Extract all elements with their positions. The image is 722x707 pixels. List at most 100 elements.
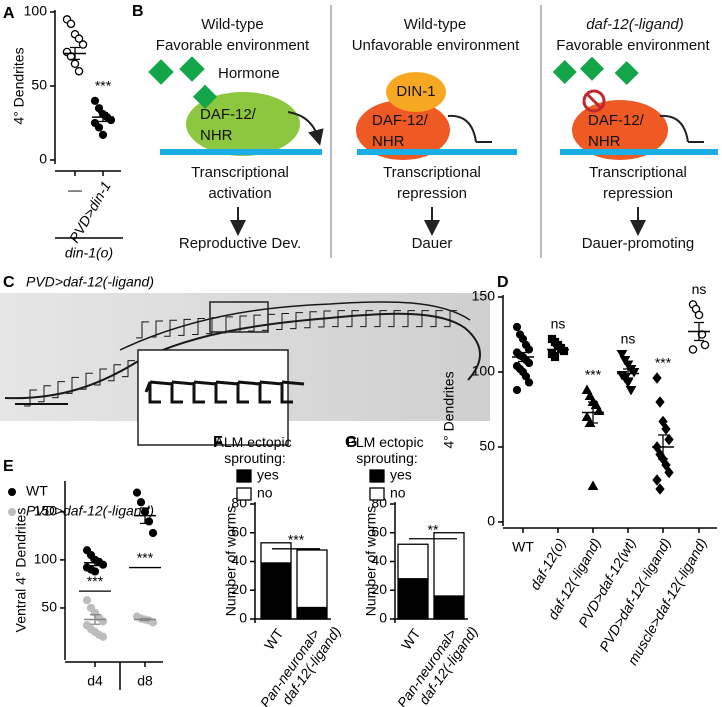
point xyxy=(664,433,674,446)
legend-label: PVD>daf-12(-ligand) xyxy=(26,503,154,519)
error-bar xyxy=(140,507,150,525)
zoom-box xyxy=(209,301,269,333)
point xyxy=(581,384,593,394)
y-tick-label: 60 xyxy=(371,523,387,539)
x-tick-label: WT xyxy=(398,625,424,652)
point xyxy=(652,474,662,486)
y-tick-label: 0 xyxy=(39,151,47,167)
inset-dendrites xyxy=(144,380,305,404)
point xyxy=(688,345,698,354)
annotation: *** xyxy=(87,573,104,589)
heading: Wild-type xyxy=(403,16,467,33)
annotation: *** xyxy=(585,367,602,383)
error-bar xyxy=(623,368,633,379)
legend-swatch xyxy=(369,487,385,501)
y-tick-label: 50 xyxy=(41,599,57,615)
point xyxy=(652,372,662,384)
bar-segment xyxy=(433,595,465,620)
effect: Transcriptional repression xyxy=(589,164,687,202)
bar-segment xyxy=(397,543,429,580)
annotation: *** xyxy=(655,355,672,371)
heading: Wild-type xyxy=(201,16,264,33)
annotation: ns xyxy=(551,316,566,332)
point xyxy=(70,59,80,69)
x-tick-label: WT xyxy=(261,625,287,652)
outcome: Dauer-promoting xyxy=(581,235,695,252)
x-tick-label: Pan-neuronal>daf-12(-ligand) xyxy=(256,614,343,707)
error-bar xyxy=(553,345,563,354)
y-tick-label: 0 xyxy=(239,610,247,626)
y-axis-label: 4° Dendrites xyxy=(441,371,457,448)
legend-label: no xyxy=(390,485,406,501)
line: PLM ectopic xyxy=(347,434,428,450)
column-2-graphics xyxy=(356,72,517,236)
condition: Unfavorable environment xyxy=(351,37,520,54)
point xyxy=(66,19,76,29)
y-tick-label: 100 xyxy=(34,551,58,567)
outcome: Dauer xyxy=(411,235,453,252)
point xyxy=(74,34,84,43)
error-bar xyxy=(90,559,100,567)
point xyxy=(524,345,534,354)
point xyxy=(98,130,108,139)
error-bar xyxy=(694,321,704,342)
receptor-label: DAF-12/ NHR xyxy=(588,112,644,150)
point xyxy=(590,399,602,409)
y-tick-label: 100 xyxy=(472,363,496,379)
receptor-label: DAF-12/ NHR xyxy=(372,112,428,150)
error-bar xyxy=(98,111,108,123)
legend-label: WT xyxy=(26,483,48,499)
annotation: *** xyxy=(288,532,305,548)
error-bar xyxy=(140,617,150,622)
legend-label: yes xyxy=(257,467,279,483)
x-tick-label: WT xyxy=(512,539,534,555)
bar-segment xyxy=(260,562,292,620)
y-tick-label: 50 xyxy=(479,438,495,454)
point xyxy=(90,96,100,105)
panel-label: D xyxy=(497,274,509,291)
line: sprouting: xyxy=(356,450,417,466)
point xyxy=(94,104,104,113)
y-tick-label: 150 xyxy=(34,503,58,519)
error-bar xyxy=(658,434,668,460)
point xyxy=(90,567,100,576)
legend-label: yes xyxy=(390,467,412,483)
annotation: *** xyxy=(95,78,112,94)
point xyxy=(78,40,88,49)
error-bar xyxy=(70,46,80,61)
panel-label: C xyxy=(3,274,15,291)
point xyxy=(550,352,560,362)
bar-segment xyxy=(296,606,328,620)
point xyxy=(74,66,84,76)
point xyxy=(559,346,569,356)
point xyxy=(658,415,668,428)
point xyxy=(661,423,671,435)
point xyxy=(664,466,674,479)
point xyxy=(98,632,108,641)
legend-label: no xyxy=(257,485,273,501)
bar-segment xyxy=(433,532,465,597)
y-tick-label: 150 xyxy=(472,288,496,304)
chart-title: ALM ectopic sprouting: xyxy=(215,434,296,466)
bar-segment xyxy=(296,549,328,609)
cofactor-label: DIN-1 xyxy=(396,83,436,100)
point xyxy=(148,528,158,538)
point xyxy=(512,385,522,395)
point xyxy=(655,483,665,495)
error-bar xyxy=(518,351,528,363)
point xyxy=(655,396,665,408)
y-tick-label: 20 xyxy=(231,581,247,597)
panel-label: E xyxy=(3,458,14,475)
line: sprouting: xyxy=(224,450,285,466)
point xyxy=(584,390,596,400)
point xyxy=(616,350,628,360)
bar-segment xyxy=(397,578,429,620)
line: ALM ectopic xyxy=(215,434,296,450)
receptor-label: DAF-12/ NHR xyxy=(200,106,256,144)
error-bar xyxy=(588,401,598,424)
point xyxy=(700,340,710,350)
point xyxy=(581,411,593,421)
y-tick-label: 100 xyxy=(24,3,48,19)
panel-label: F xyxy=(213,434,223,451)
